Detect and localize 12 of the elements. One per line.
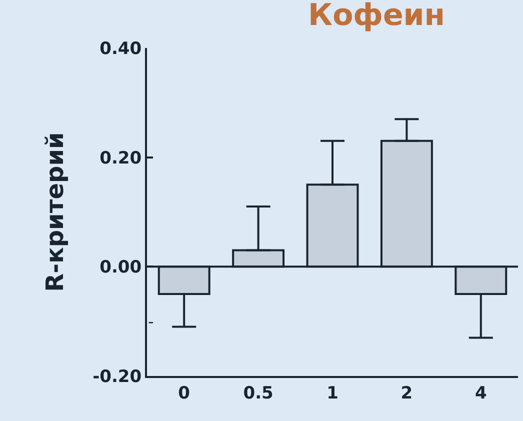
annotation: - (148, 312, 154, 331)
y-tick-label: 0.20 (100, 148, 142, 168)
x-tick-label: 0.5 (243, 383, 274, 404)
x-tick-label: 0 (178, 383, 190, 404)
y-tick-label: 0.00 (100, 258, 142, 278)
y-axis-title: R-критерий (41, 132, 70, 292)
y-tick-label: -0.20 (92, 366, 142, 387)
chart-title: Кофеин (308, 0, 446, 34)
y-tick-label: 0.40 (100, 38, 142, 59)
x-tick-label: 1 (326, 383, 338, 404)
x-tick-label: 4 (474, 383, 487, 404)
x-tick-label: 2 (400, 383, 413, 404)
